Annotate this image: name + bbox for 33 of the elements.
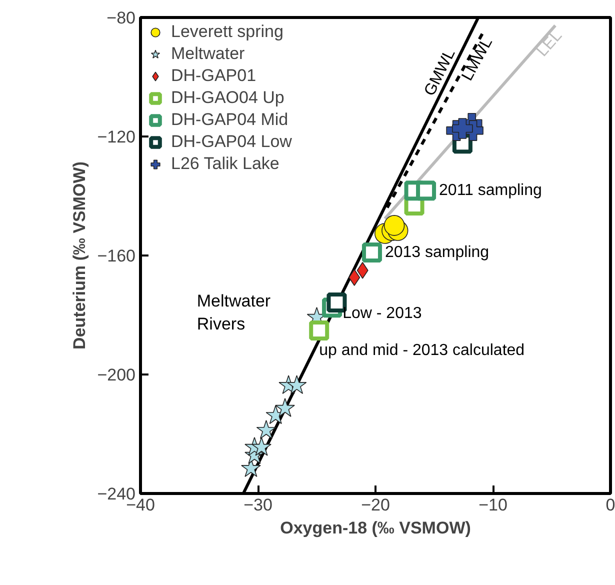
y-tick-label: −200 [97, 366, 136, 384]
annotation: Low - 2013 [342, 305, 422, 322]
text: LEL [534, 27, 566, 60]
legend-label: L26 Talik Lake [171, 154, 280, 174]
point [384, 215, 405, 236]
x-tick-label: −10 [478, 496, 508, 514]
annotation: Meltwater Rivers [196, 292, 271, 334]
point [252, 436, 272, 456]
x-tick-label: −30 [244, 496, 272, 514]
point [348, 269, 360, 286]
annotation: 2011 sampling [439, 182, 542, 200]
annotation: up and mid - 2013 calculated [319, 342, 525, 360]
legend-label: Leverett spring [171, 22, 284, 42]
point [416, 180, 436, 201]
y-axis-title: Deuterium (‰ VSMOW) [70, 162, 90, 350]
point [309, 320, 330, 340]
x-tick-label: 0 [606, 496, 615, 514]
y-tick-label: −160 [97, 246, 136, 266]
point [275, 398, 295, 417]
legend-label: DH-GAP04 Low [171, 132, 292, 152]
y-tick-label: −120 [97, 128, 136, 146]
point [362, 242, 382, 263]
y-tick-label: −80 [106, 8, 136, 28]
point [452, 118, 473, 139]
annotation: 2013 sampling [384, 244, 490, 262]
legend-label: Meltwater [171, 44, 245, 64]
x-axis-title: Oxygen-18 (‰ VSMOW) [280, 518, 471, 538]
x-tick-label: −20 [361, 496, 390, 514]
legend-label: DH-GAP01 [171, 66, 256, 86]
legend-label: DH-GAP04 Mid [171, 110, 288, 130]
point [286, 375, 307, 394]
point [256, 420, 276, 439]
legend-label: DH-GAO04 Up [171, 88, 284, 108]
